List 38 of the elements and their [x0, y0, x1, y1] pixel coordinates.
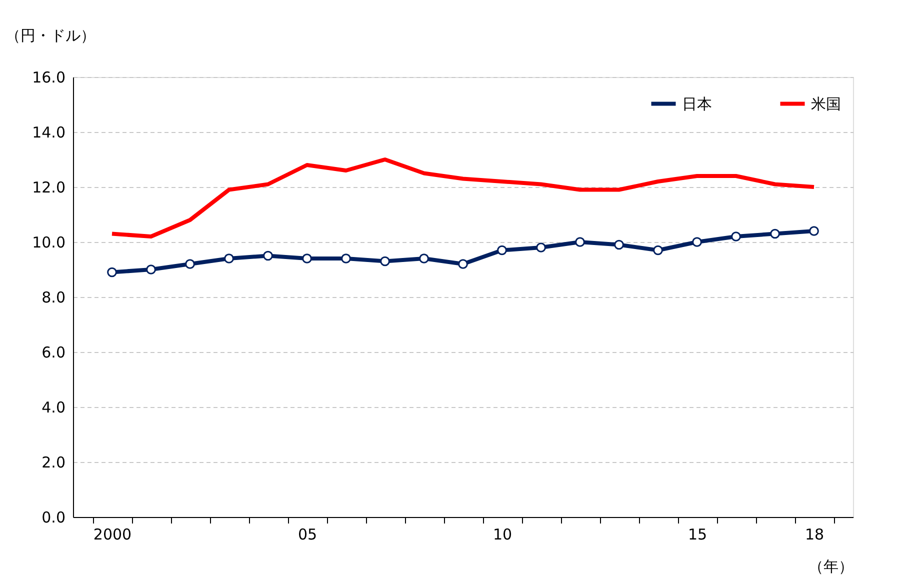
point: [653, 245, 663, 256]
x-tick-label: 18: [804, 526, 824, 544]
y-tick-label: 6.0: [42, 344, 66, 362]
point: [302, 254, 312, 264]
x-tick-label: 10: [492, 526, 512, 544]
point: [575, 237, 585, 247]
point: [458, 259, 468, 269]
point: [224, 254, 234, 264]
y-tick-label: 14.0: [32, 124, 66, 142]
point: [614, 240, 624, 250]
point: [770, 228, 780, 239]
point: [146, 264, 156, 274]
y-tick-label: 8.0: [42, 288, 66, 306]
y-tick-label: 10.0: [32, 234, 66, 252]
point: [263, 250, 273, 261]
legend-label: 米国: [811, 94, 841, 113]
x-tick-label: 05: [298, 526, 318, 544]
point: [731, 232, 741, 242]
point: [809, 226, 819, 236]
point: [419, 254, 429, 264]
y-axis-title: （円・ドル）: [6, 26, 96, 44]
point: [380, 256, 390, 266]
point: [107, 267, 117, 278]
point: [536, 242, 546, 252]
x-axis-title: （年）: [808, 558, 854, 576]
point: [692, 237, 702, 247]
y-tick-label: 0.0: [42, 508, 66, 526]
point: [341, 254, 351, 264]
x-tick-label: 2000: [93, 526, 132, 544]
y-tick-label: 2.0: [42, 454, 66, 472]
line-series: [110, 158, 816, 238]
y-tick-label: 12.0: [32, 178, 66, 196]
legend-label: 日本: [682, 94, 712, 113]
point: [497, 245, 507, 256]
point: [185, 259, 195, 269]
y-tick-label: 16.0: [32, 68, 66, 86]
x-tick-label: 15: [688, 526, 708, 544]
y-tick-label: 4.0: [42, 398, 66, 416]
